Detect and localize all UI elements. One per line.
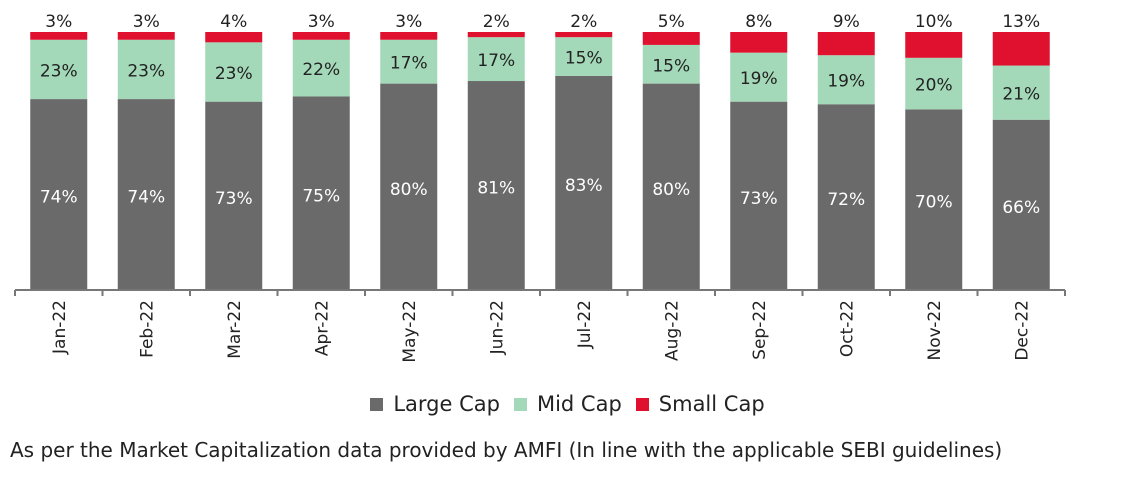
data-label-small-cap-jul-22: 2%	[570, 12, 597, 32]
x-tick-label-aug-22: Aug-22	[662, 300, 682, 361]
bar-large-cap-apr-22	[292, 96, 350, 290]
data-label-mid-cap-oct-22: 19%	[827, 72, 865, 92]
data-label-large-cap-aug-22: 80%	[652, 180, 690, 200]
bar-small-cap-dec-22	[992, 32, 1050, 66]
data-label-large-cap-jun-22: 81%	[477, 179, 515, 199]
x-tick-label-mar-22: Mar-22	[225, 300, 245, 359]
x-axis: Jan-22 Feb-22 Mar-22 Apr-22 May-22 Jun-22 Jul-…	[14, 289, 1066, 363]
bar-mid-cap-dec-22	[992, 65, 1050, 120]
legend: Large Cap Mid Cap Small Cap	[0, 392, 1135, 416]
legend-swatch-large-cap	[370, 397, 384, 411]
bar-large-cap-sep-22	[730, 101, 788, 290]
data-label-mid-cap-jul-22: 15%	[565, 49, 603, 69]
bar-small-cap-jul-22	[555, 32, 613, 38]
bar-small-cap-feb-22	[117, 32, 175, 40]
bar-large-cap-nov-22	[905, 109, 963, 291]
data-label-small-cap-feb-22: 3%	[133, 12, 160, 32]
data-label-large-cap-jul-22: 83%	[565, 176, 603, 196]
stacked-bar-chart: 74% 23% 3% 74% 23% 3% 73% 23% 4% 75% 22% 3% 80% 17% 3%…	[14, 12, 1066, 363]
bar-mid-cap-aug-22	[642, 44, 700, 84]
x-tick-label-apr-22: Apr-22	[312, 300, 332, 356]
bar-large-cap-aug-22	[642, 83, 700, 290]
bar-large-cap-jan-22	[30, 99, 88, 290]
x-tick-label-jul-22: Jul-22	[575, 300, 595, 349]
bar-small-cap-sep-22	[730, 32, 788, 53]
x-tick-label-jun-22: Jun-22	[487, 300, 507, 355]
bar-mid-cap-jan-22	[30, 39, 88, 100]
bar-mid-cap-sep-22	[730, 52, 788, 102]
data-labels-layer: 74% 23% 3% 74% 23% 3% 73% 23% 4% 75% 22% 3% 80% 17% 3%…	[40, 12, 1040, 218]
bar-small-cap-may-22	[380, 32, 438, 40]
legend-swatch-mid-cap	[513, 397, 527, 411]
data-label-mid-cap-mar-22: 23%	[215, 64, 253, 84]
bar-mid-cap-nov-22	[905, 57, 963, 110]
data-label-mid-cap-may-22: 17%	[390, 54, 428, 74]
x-tick-label-nov-22: Nov-22	[925, 300, 945, 361]
bar-large-cap-jul-22	[555, 75, 613, 290]
data-label-large-cap-oct-22: 72%	[827, 190, 865, 210]
bar-large-cap-oct-22	[817, 104, 875, 291]
legend-label-mid-cap: Mid Cap	[536, 392, 622, 416]
bar-mid-cap-mar-22	[205, 42, 263, 102]
bar-small-cap-mar-22	[205, 32, 263, 43]
x-tick-label-oct-22: Oct-22	[837, 300, 857, 357]
bar-large-cap-feb-22	[117, 99, 175, 290]
data-label-small-cap-nov-22: 10%	[915, 12, 953, 32]
data-label-small-cap-apr-22: 3%	[308, 12, 335, 32]
data-label-mid-cap-apr-22: 22%	[302, 60, 340, 80]
data-label-large-cap-mar-22: 73%	[215, 189, 253, 209]
data-label-mid-cap-jun-22: 17%	[477, 51, 515, 71]
data-label-mid-cap-sep-22: 19%	[740, 69, 778, 89]
legend-item-mid-cap: Mid Cap	[513, 392, 622, 416]
data-label-mid-cap-dec-22: 21%	[1002, 85, 1040, 105]
bar-large-cap-dec-22	[992, 119, 1050, 290]
bar-large-cap-jun-22	[467, 81, 525, 291]
data-label-large-cap-feb-22: 74%	[127, 188, 165, 208]
data-label-small-cap-mar-22: 4%	[220, 12, 247, 32]
bar-mid-cap-apr-22	[292, 39, 350, 97]
data-label-small-cap-aug-22: 5%	[658, 12, 685, 32]
bar-mid-cap-jul-22	[555, 37, 613, 76]
data-label-large-cap-dec-22: 66%	[1002, 198, 1040, 218]
legend-swatch-small-cap	[635, 397, 649, 411]
data-label-mid-cap-feb-22: 23%	[127, 61, 165, 81]
data-label-mid-cap-jan-22: 23%	[40, 61, 78, 81]
x-tick-label-may-22: May-22	[400, 300, 420, 363]
x-tick-label-feb-22: Feb-22	[137, 300, 157, 358]
data-label-large-cap-jan-22: 74%	[40, 188, 78, 208]
legend-item-large-cap: Large Cap	[370, 392, 500, 416]
bar-mid-cap-may-22	[380, 39, 438, 84]
data-label-small-cap-dec-22: 13%	[1002, 12, 1040, 32]
x-tick-label-sep-22: Sep-22	[750, 300, 770, 360]
bar-small-cap-jan-22	[30, 32, 88, 40]
data-label-large-cap-apr-22: 75%	[302, 186, 340, 206]
data-label-mid-cap-aug-22: 15%	[652, 56, 690, 76]
bar-mid-cap-jun-22	[467, 37, 525, 82]
data-label-small-cap-jun-22: 2%	[483, 12, 510, 32]
bar-small-cap-apr-22	[292, 32, 350, 40]
legend-item-small-cap: Small Cap	[635, 392, 765, 416]
data-label-large-cap-nov-22: 70%	[915, 193, 953, 213]
bar-small-cap-aug-22	[642, 32, 700, 45]
bar-large-cap-may-22	[380, 83, 438, 290]
data-label-small-cap-sep-22: 8%	[745, 12, 772, 32]
data-label-mid-cap-nov-22: 20%	[915, 76, 953, 96]
footnote: As per the Market Capitalization data pr…	[10, 438, 1003, 462]
data-label-large-cap-sep-22: 73%	[740, 189, 778, 209]
legend-label-small-cap: Small Cap	[658, 392, 765, 416]
legend-label-large-cap: Large Cap	[393, 392, 500, 416]
x-tick-label-dec-22: Dec-22	[1012, 300, 1032, 361]
bar-small-cap-nov-22	[905, 32, 963, 58]
bar-mid-cap-feb-22	[117, 39, 175, 100]
x-tick-label-jan-22: Jan-22	[50, 300, 70, 355]
bars-layer	[30, 32, 1050, 291]
bar-mid-cap-oct-22	[817, 55, 875, 105]
data-label-small-cap-oct-22: 9%	[833, 12, 860, 32]
data-label-large-cap-may-22: 80%	[390, 180, 428, 200]
data-label-small-cap-jan-22: 3%	[45, 12, 72, 32]
bar-large-cap-mar-22	[205, 101, 263, 290]
data-label-small-cap-may-22: 3%	[395, 12, 422, 32]
bar-small-cap-oct-22	[817, 32, 875, 56]
bar-small-cap-jun-22	[467, 32, 525, 38]
